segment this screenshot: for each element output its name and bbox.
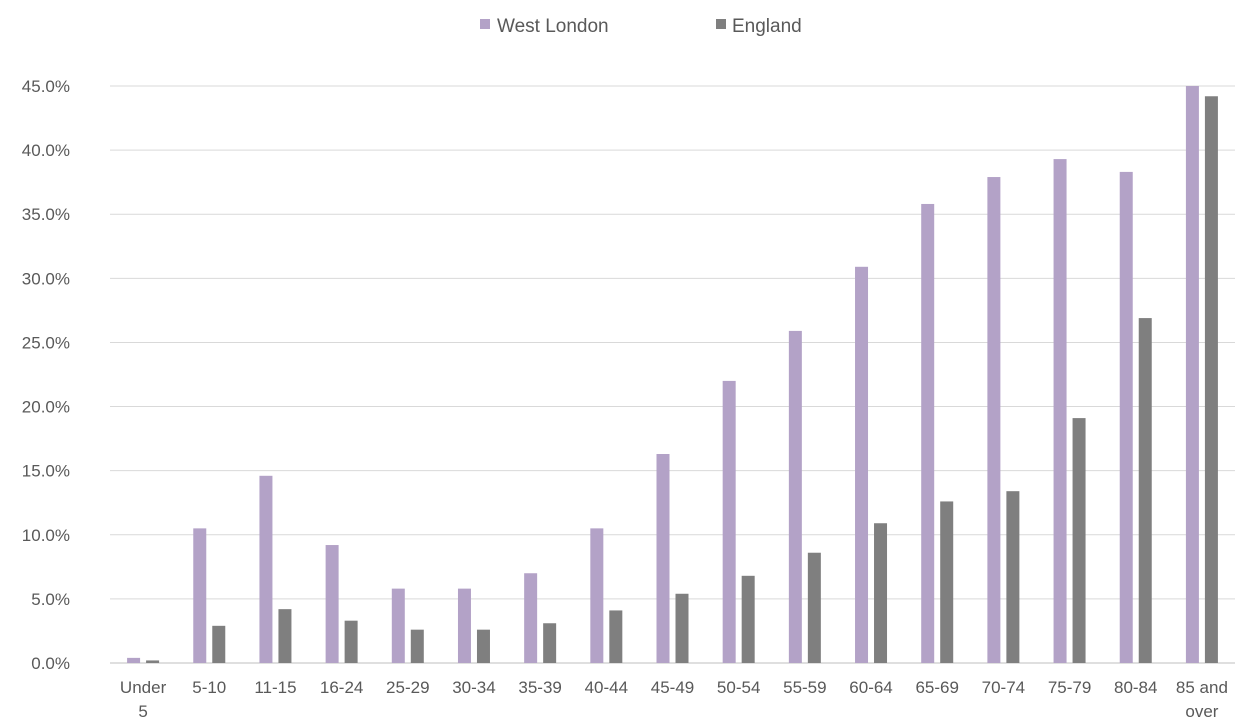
legend-swatch-england [716,19,726,29]
bar-west-london-14 [1053,159,1067,663]
x-tick-label: 75-79 [1048,678,1091,697]
bar-west-london-15 [1119,171,1133,664]
bar-england-10 [807,552,821,663]
y-tick-label: 40.0% [22,141,70,160]
y-tick-label: 0.0% [31,654,70,673]
x-tick-label: 30-34 [452,678,495,697]
bar-west-london-12 [921,203,935,663]
x-tick-label: 16-24 [320,678,363,697]
y-tick-label: 20.0% [22,398,70,417]
bar-england-11 [874,523,888,663]
bar-west-london-0 [127,657,141,663]
bar-west-london-10 [788,330,802,663]
bar-england-2 [278,609,292,663]
bar-west-london-11 [855,266,869,663]
bar-west-london-16 [1185,86,1199,663]
legend: West London England [480,16,802,37]
legend-label-england: England [732,16,802,37]
bar-england-13 [1006,491,1020,663]
bar-england-0 [146,660,160,663]
bar-england-1 [212,625,226,663]
bar-west-london-8 [656,453,670,663]
x-tick-label: 55-59 [783,678,826,697]
bar-west-london-6 [524,573,538,663]
x-tick-label: 5-10 [192,678,226,697]
y-tick-label: 10.0% [22,526,70,545]
bar-england-8 [675,593,689,663]
bar-england-3 [344,620,358,663]
bar-england-14 [1072,418,1086,663]
x-tick-label: 11-15 [254,678,296,697]
bar-england-15 [1138,318,1152,663]
y-tick-label: 15.0% [22,462,70,481]
x-tick-label: 50-54 [717,678,760,697]
bar-england-5 [476,629,490,663]
bar-west-london-5 [457,588,471,663]
y-tick-label: 35.0% [22,205,70,224]
bar-west-london-4 [391,588,405,663]
bar-west-london-2 [259,475,273,663]
x-tick-label: 65-69 [915,678,958,697]
x-tick-label: 25-29 [386,678,429,697]
y-tick-label: 25.0% [22,333,70,352]
bar-west-london-7 [590,528,604,663]
bar-west-london-3 [325,545,339,663]
y-tick-label: 30.0% [22,269,70,288]
bar-england-12 [940,501,954,663]
series-west-london [127,86,1199,664]
bar-west-london-13 [987,177,1001,663]
x-tick-label: 60-64 [849,678,892,697]
x-tick-label: Under 5 [120,678,167,721]
legend-swatch-west-london [480,19,490,29]
legend-label-west-london: West London [497,16,609,37]
x-tick-label: 45-49 [651,678,694,697]
bar-west-london-9 [722,380,736,663]
x-tick-label: 85 and over [1176,678,1228,721]
bar-england-6 [543,623,557,663]
x-tick-label: 70-74 [982,678,1025,697]
bar-england-4 [410,629,424,663]
x-tick-label: 35-39 [518,678,561,697]
bar-england-9 [741,575,755,663]
bar-england-16 [1204,96,1218,664]
y-tick-label: 45.0% [22,77,70,96]
x-tick-label: 40-44 [585,678,628,697]
bar-england-7 [609,610,623,663]
y-tick-label: 5.0% [31,590,70,609]
bar-west-london-1 [193,528,207,663]
x-tick-label: 80-84 [1114,678,1157,697]
series-england [146,96,1218,664]
